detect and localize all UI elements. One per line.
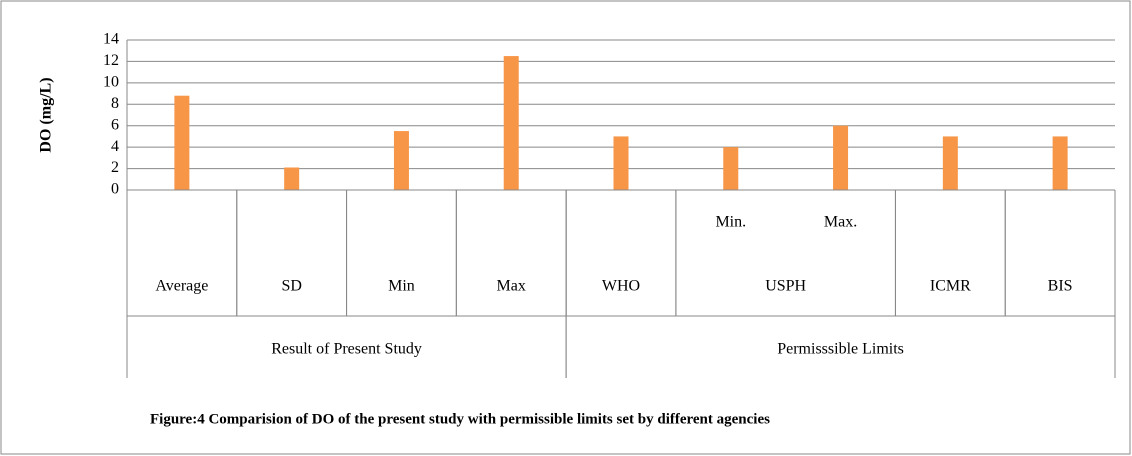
category-label: Average [155, 278, 208, 295]
y-tick-label: 12 [103, 52, 119, 69]
bar [503, 56, 519, 191]
bar [833, 125, 849, 190]
bar [174, 95, 190, 190]
category-label: Min. [715, 214, 746, 231]
category-label: Result of Present Study [271, 341, 422, 358]
y-tick-label: 8 [111, 95, 119, 112]
category-label: Max [497, 278, 526, 295]
category-label: WHO [602, 278, 640, 295]
y-tick-label: 0 [111, 181, 119, 198]
y-tick-label: 4 [111, 138, 119, 155]
y-tick-label: 2 [111, 159, 119, 176]
bar [1052, 136, 1068, 190]
category-label: BIS [1048, 278, 1073, 295]
bar [284, 167, 300, 190]
category-label: Max. [824, 214, 857, 231]
y-tick-label: 14 [103, 31, 119, 48]
category-label: USPH [765, 278, 806, 295]
bar [942, 136, 958, 190]
category-label: Permisssible Limits [777, 341, 904, 358]
y-axis-label: DO (mg/L) [38, 77, 55, 152]
y-tick-label: 10 [103, 74, 119, 91]
category-label: SD [281, 278, 301, 295]
bar [723, 147, 739, 190]
category-label: Min [388, 278, 415, 295]
bar [613, 136, 629, 190]
bar [393, 131, 409, 190]
y-tick-label: 6 [111, 116, 119, 133]
caption: Figure:4 Comparision of DO of the presen… [150, 411, 770, 427]
category-label: ICMR [930, 278, 971, 295]
